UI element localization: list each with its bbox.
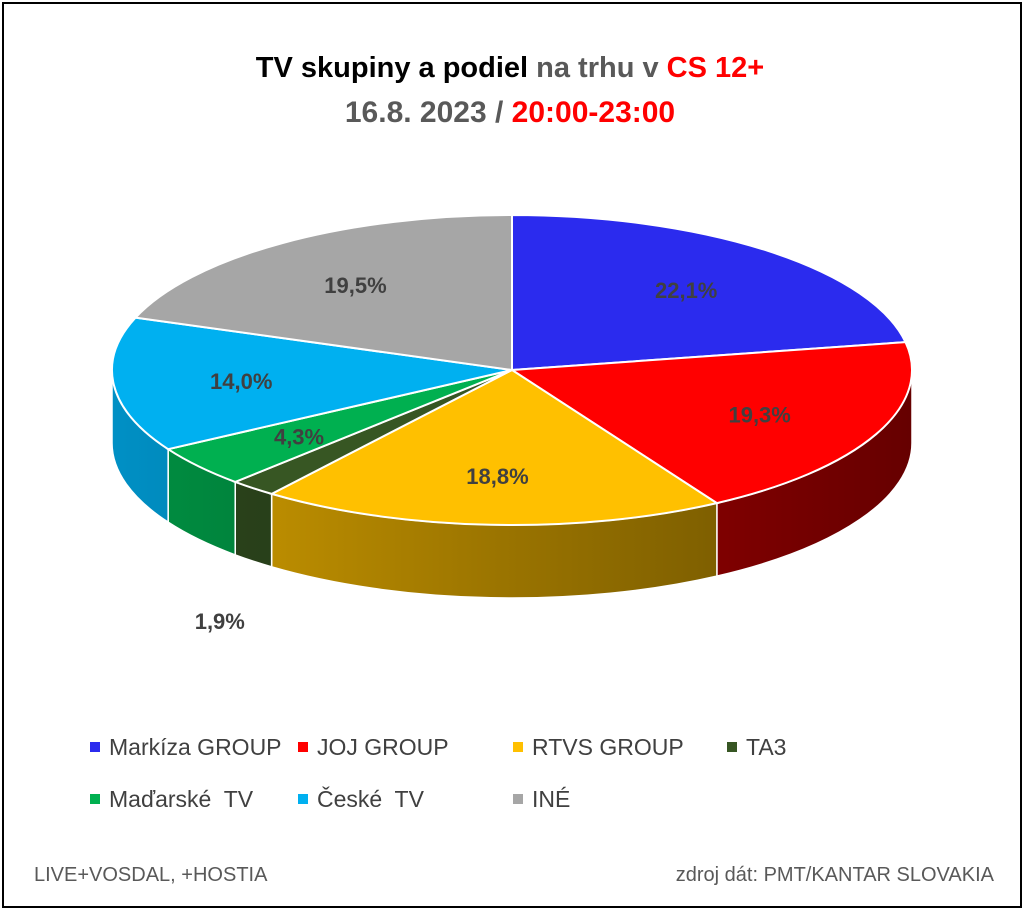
legend-item: České TV — [298, 786, 424, 813]
data-label: 18,8% — [466, 464, 528, 489]
data-label: 14,0% — [210, 369, 272, 394]
pie-slice — [511, 213, 908, 372]
legend-label: JOJ GROUP — [317, 734, 449, 760]
legend-swatch — [90, 793, 100, 804]
data-label: 4,3% — [274, 425, 324, 450]
pie-slice — [111, 316, 513, 451]
pie-slice-side — [234, 480, 273, 568]
legend-label: Maďarské TV — [109, 786, 254, 812]
pie-slice — [133, 213, 513, 372]
legend-item: RTVS GROUP — [513, 734, 684, 761]
legend-swatch — [298, 741, 308, 752]
legend-label: RTVS GROUP — [532, 734, 684, 760]
legend-item: Markíza GROUP — [90, 734, 282, 761]
data-label: 1,9% — [195, 609, 245, 634]
footer-note: LIVE+VOSDAL, +HOSTIA — [34, 864, 268, 886]
legend-swatch — [90, 741, 100, 752]
title-segment: 20:00-23:00 — [511, 96, 676, 129]
legend-label: INÉ — [532, 786, 571, 812]
chart-title: TV skupiny a podiel na trhu v CS 12+ — [0, 52, 1020, 85]
footer-source: zdroj dát: PMT/KANTAR SLOVAKIA — [675, 864, 994, 886]
legend-swatch — [513, 793, 523, 804]
legend-label: Markíza GROUP — [109, 734, 282, 760]
title-segment: 16.8. 2023 / — [344, 96, 512, 129]
legend-item: JOJ GROUP — [298, 734, 449, 761]
legend-swatch — [727, 741, 737, 752]
title-segment: na trhu v — [536, 52, 667, 84]
legend-label: TA3 — [746, 734, 787, 760]
data-label: 19,5% — [324, 273, 386, 298]
pie-slice — [268, 368, 720, 526]
legend-item: Maďarské TV — [90, 786, 253, 813]
legend-item: INÉ — [513, 786, 570, 813]
pie-slice — [508, 341, 913, 505]
data-label: 22,1% — [655, 278, 717, 303]
legend-swatch — [298, 793, 308, 804]
legend-label: České TV — [317, 786, 424, 812]
title-segment: CS 12+ — [666, 52, 765, 84]
legend-item: TA3 — [727, 734, 786, 761]
chart-subtitle: 16.8. 2023 / 20:00-23:00 — [0, 96, 1020, 130]
data-label: 19,3% — [728, 403, 790, 428]
title-segment: TV skupiny a podiel — [255, 52, 537, 84]
legend-swatch — [513, 741, 523, 752]
